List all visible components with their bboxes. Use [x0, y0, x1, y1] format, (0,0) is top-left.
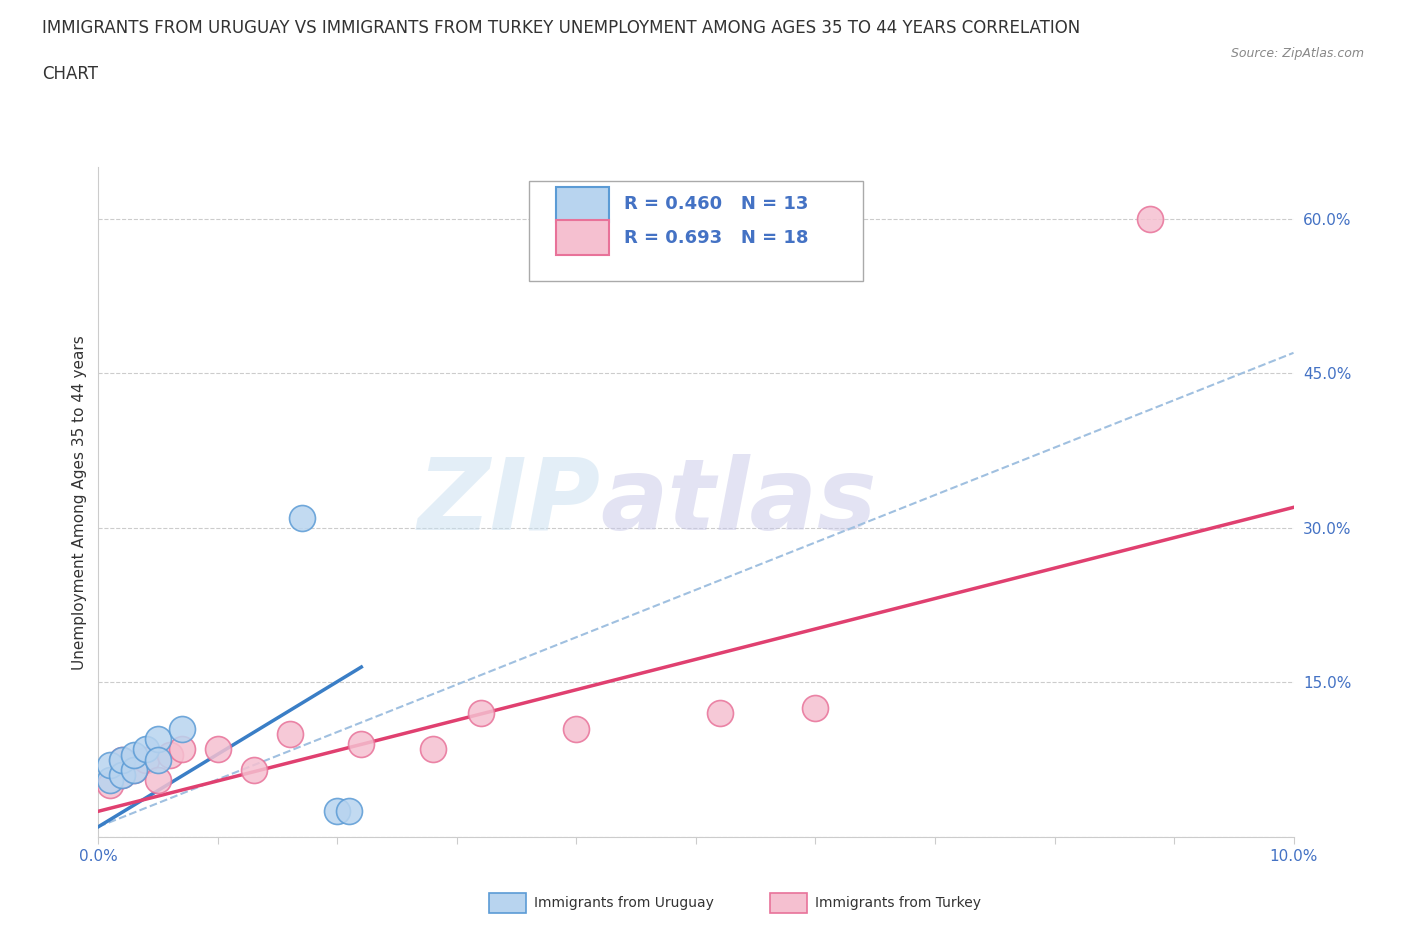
Text: R = 0.693   N = 18: R = 0.693 N = 18: [624, 229, 808, 246]
Point: [124, 763, 146, 777]
Point: [124, 747, 146, 762]
Point: [278, 726, 301, 741]
Point: [470, 706, 492, 721]
Point: [98, 778, 122, 793]
Point: [148, 773, 170, 788]
FancyBboxPatch shape: [557, 187, 609, 221]
Y-axis label: Unemployment Among Ages 35 to 44 years: Unemployment Among Ages 35 to 44 years: [72, 335, 87, 670]
Point: [422, 742, 444, 757]
FancyBboxPatch shape: [529, 180, 863, 281]
Text: Immigrants from Uruguay: Immigrants from Uruguay: [534, 896, 714, 910]
Point: [135, 742, 157, 757]
Point: [709, 706, 731, 721]
Point: [565, 722, 588, 737]
Point: [350, 737, 373, 751]
Point: [111, 768, 134, 783]
Point: [326, 804, 349, 818]
Text: R = 0.460   N = 13: R = 0.460 N = 13: [624, 195, 808, 213]
Point: [1139, 211, 1161, 226]
Text: Source: ZipAtlas.com: Source: ZipAtlas.com: [1230, 46, 1364, 60]
Text: IMMIGRANTS FROM URUGUAY VS IMMIGRANTS FROM TURKEY UNEMPLOYMENT AMONG AGES 35 TO : IMMIGRANTS FROM URUGUAY VS IMMIGRANTS FR…: [42, 19, 1080, 36]
Text: atlas: atlas: [600, 454, 877, 551]
Point: [172, 722, 194, 737]
Text: ZIP: ZIP: [418, 454, 600, 551]
Point: [339, 804, 361, 818]
Point: [172, 742, 194, 757]
Point: [111, 752, 134, 767]
Text: Immigrants from Turkey: Immigrants from Turkey: [815, 896, 981, 910]
Point: [148, 732, 170, 747]
Text: CHART: CHART: [42, 65, 98, 83]
Point: [804, 701, 827, 716]
Point: [159, 747, 181, 762]
Point: [111, 768, 134, 783]
Point: [111, 752, 134, 767]
Point: [124, 763, 146, 777]
Point: [135, 752, 157, 767]
Point: [98, 773, 122, 788]
Point: [98, 757, 122, 772]
Point: [291, 511, 314, 525]
FancyBboxPatch shape: [557, 220, 609, 255]
Point: [243, 763, 266, 777]
Point: [148, 752, 170, 767]
Point: [207, 742, 229, 757]
